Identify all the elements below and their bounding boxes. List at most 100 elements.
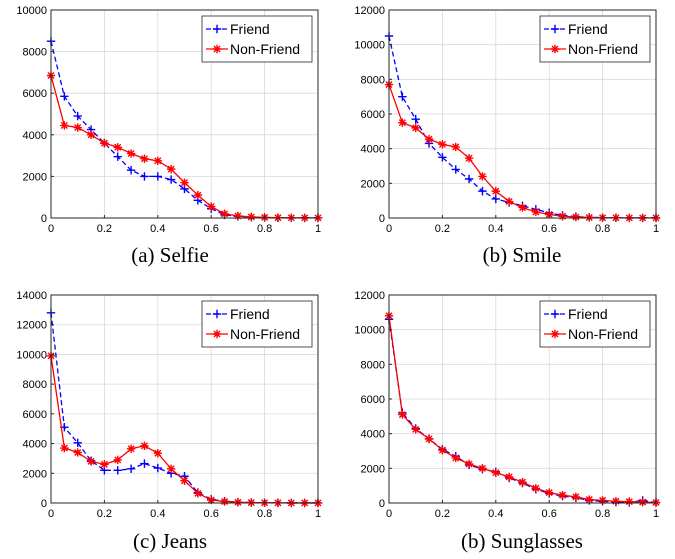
data-point-non-friend	[233, 211, 243, 221]
data-point-non-friend	[478, 172, 487, 181]
legend: Friend Non-Friend	[539, 300, 651, 348]
data-point-friend	[451, 165, 460, 174]
x-tick-label: 0.4	[150, 223, 165, 235]
data-point-non-friend	[193, 489, 203, 498]
data-point-non-friend	[585, 213, 594, 222]
legend: Friend Non-Friend	[201, 300, 313, 348]
data-point-non-friend	[73, 123, 82, 132]
y-tick-label: 14000	[16, 290, 47, 302]
data-point-non-friend	[140, 154, 149, 163]
y-tick-label: 0	[41, 498, 47, 510]
axes-box	[50, 294, 319, 504]
x-tick-label: 0.8	[595, 508, 610, 520]
data-point-non-friend	[86, 457, 96, 466]
y-tick-label: 0	[41, 213, 47, 225]
caption-jeans: (c) Jeans	[132, 529, 208, 553]
y-tick-label: 6000	[361, 394, 385, 406]
y-tick-label: 12000	[354, 5, 385, 17]
data-point-non-friend	[491, 186, 500, 196]
data-point-non-friend	[126, 149, 136, 158]
y-tick-label: 10000	[354, 40, 385, 52]
x-tick-label: 1	[315, 508, 321, 520]
data-point-non-friend	[86, 130, 96, 139]
y-tick-label: 2000	[361, 178, 385, 190]
data-point-friend	[73, 438, 82, 448]
x-tick-label: 0.4	[488, 223, 503, 235]
y-tick-label: 2000	[23, 171, 47, 183]
x-tick-label: 1	[653, 223, 659, 235]
data-point-non-friend	[638, 497, 647, 507]
x-tick-label: 0.2	[97, 508, 112, 520]
y-tick-label: 6000	[23, 88, 47, 100]
data-point-friend	[438, 153, 447, 162]
legend-box	[539, 15, 651, 63]
legend-label-friend: Friend	[230, 21, 270, 37]
data-point-non-friend	[438, 445, 447, 455]
y-tick-label: 4000	[23, 130, 47, 142]
y-tick-label: 6000	[23, 409, 47, 421]
data-point-non-friend	[545, 488, 554, 497]
legend-label-non-friend: Non-Friend	[230, 326, 300, 342]
data-point-non-friend	[438, 140, 447, 149]
y-tick-label: 12000	[16, 320, 47, 332]
legend-box	[201, 15, 313, 63]
y-tick-label: 10000	[16, 5, 47, 17]
y-tick-label: 6000	[361, 109, 385, 121]
y-tick-label: 0	[379, 498, 385, 510]
data-point-non-friend	[545, 210, 554, 219]
data-point-non-friend	[113, 143, 122, 152]
x-tick-label: 0	[48, 223, 54, 235]
data-point-friend	[140, 459, 149, 468]
data-point-non-friend	[220, 209, 229, 219]
data-point-non-friend	[424, 434, 434, 444]
legend-marker-friend	[212, 24, 222, 34]
y-tick-label: 10000	[354, 325, 385, 337]
data-point-non-friend	[233, 498, 243, 507]
legend-label-friend: Friend	[568, 21, 608, 37]
data-point-non-friend	[60, 121, 69, 130]
data-point-friend	[113, 152, 122, 161]
data-point-non-friend	[504, 197, 514, 206]
data-point-friend	[153, 172, 162, 181]
series-non-friend	[384, 311, 661, 507]
y-tick-label: 8000	[23, 47, 47, 59]
x-tick-label: 0	[48, 508, 54, 520]
legend: Friend Non-Friend	[539, 15, 651, 63]
data-point-non-friend	[207, 202, 216, 211]
data-point-non-friend	[247, 212, 256, 222]
y-tick-label: 2000	[23, 468, 47, 480]
legend-label-friend: Friend	[568, 306, 608, 322]
legend-box	[201, 300, 313, 348]
caption-sunglasses: (b) Sunglasses	[461, 529, 583, 553]
legend: Friend Non-Friend	[201, 15, 313, 63]
x-tick-label: 1	[653, 508, 659, 520]
data-point-friend	[478, 186, 487, 196]
data-point-non-friend	[166, 464, 176, 474]
x-tick-label: 0.2	[97, 223, 112, 235]
legend-marker-friend	[550, 24, 560, 34]
data-point-friend	[140, 172, 149, 181]
y-tick-label: 0	[379, 213, 385, 225]
axes-box	[50, 9, 319, 219]
data-point-non-friend	[180, 476, 189, 485]
x-tick-label: 1	[315, 223, 321, 235]
y-tick-label: 2000	[361, 463, 385, 475]
series-line-friend	[50, 41, 318, 219]
data-point-friend	[166, 175, 176, 184]
y-tick-label: 4000	[361, 429, 385, 441]
y-tick-label: 8000	[361, 74, 385, 86]
legend-marker-non-friend	[212, 329, 222, 339]
legend-marker-friend	[550, 309, 560, 319]
data-point-non-friend	[478, 464, 487, 473]
legend-label-non-friend: Non-Friend	[568, 326, 638, 342]
data-point-friend	[491, 194, 500, 204]
x-tick-label: 0.2	[435, 223, 450, 235]
x-tick-label: 0.6	[204, 508, 219, 520]
data-point-non-friend	[60, 443, 69, 453]
legend-marker-non-friend	[212, 44, 222, 54]
